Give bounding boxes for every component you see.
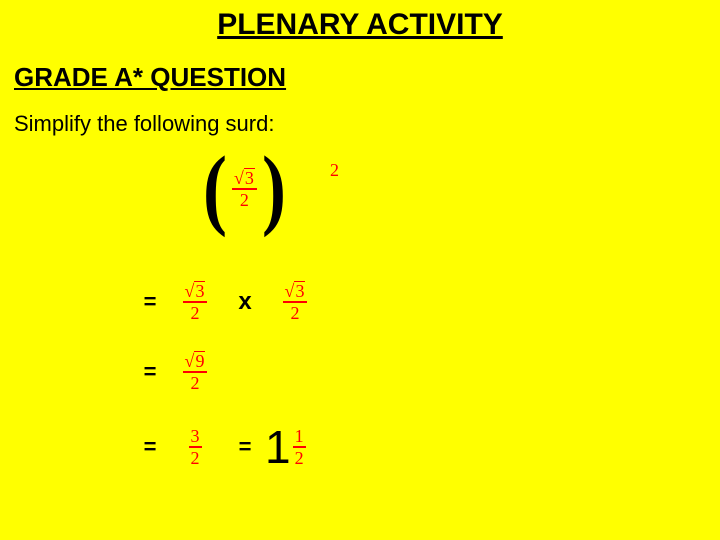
- step-row-2: = √9 2: [135, 350, 225, 393]
- numerator: 1: [293, 426, 306, 446]
- step-row-1: = √3 2 x √3 2: [135, 280, 325, 323]
- radicand: 3: [294, 281, 305, 300]
- prompt-text: Simplify the following surd:: [14, 111, 720, 137]
- fraction-sqrt3-over-2-b: √3 2: [283, 280, 308, 323]
- fraction-sqrt3-over-2: √3 2: [232, 167, 257, 210]
- denominator: 2: [238, 190, 251, 210]
- equals-sign: =: [135, 289, 165, 315]
- denominator: 2: [188, 373, 201, 393]
- denominator: 2: [189, 448, 202, 468]
- fraction-sqrt3-over-2-a: √3 2: [183, 280, 208, 323]
- equals-sign: =: [225, 434, 265, 460]
- page-title: PLENARY ACTIVITY: [0, 0, 720, 42]
- denominator: 2: [188, 303, 201, 323]
- result-integer: 1: [265, 420, 291, 474]
- subtitle: GRADE A* QUESTION: [14, 62, 720, 93]
- equals-sign: =: [135, 359, 165, 385]
- radicand: 3: [244, 168, 255, 187]
- left-paren: (: [203, 155, 227, 223]
- fraction-3-over-2: 3 2: [189, 426, 202, 468]
- result-fraction-half: 1 2: [293, 426, 306, 468]
- right-paren: ): [262, 155, 286, 223]
- times-operator: x: [225, 288, 265, 316]
- denominator: 2: [288, 303, 301, 323]
- step-row-3: = 3 2 = 1 1 2: [135, 420, 306, 474]
- denominator: 2: [293, 448, 306, 468]
- exponent-2: 2: [330, 160, 339, 181]
- main-expression: ( √3 2 ): [200, 155, 289, 223]
- equals-sign: =: [135, 434, 165, 460]
- numerator: 3: [189, 426, 202, 446]
- fraction-sqrt9-over-2: √9 2: [183, 350, 208, 393]
- radicand: 3: [194, 281, 205, 300]
- radicand: 9: [194, 351, 205, 370]
